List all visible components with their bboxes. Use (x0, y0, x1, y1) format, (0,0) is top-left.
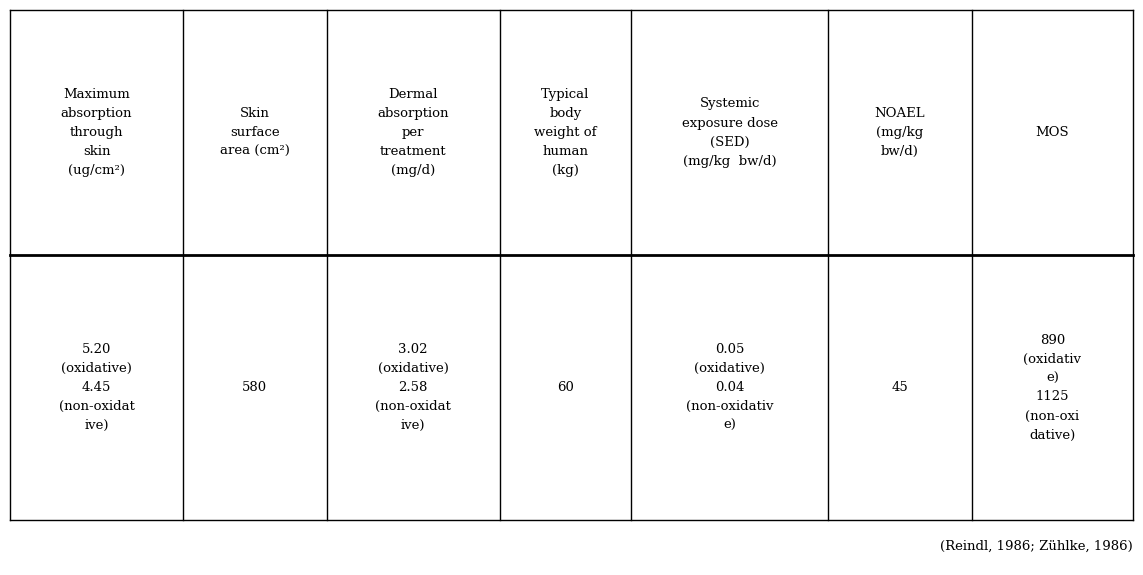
Text: 3.02
(oxidative)
2.58
(non-oxidat
ive): 3.02 (oxidative) 2.58 (non-oxidat ive) (375, 343, 451, 432)
Text: Maximum
absorption
through
skin
(ug/cm²): Maximum absorption through skin (ug/cm²) (61, 88, 133, 177)
Text: Dermal
absorption
per
treatment
(mg/d): Dermal absorption per treatment (mg/d) (377, 88, 449, 177)
Text: 5.20
(oxidative)
4.45
(non-oxidat
ive): 5.20 (oxidative) 4.45 (non-oxidat ive) (58, 343, 135, 432)
Text: MOS: MOS (1036, 126, 1069, 139)
Text: 60: 60 (557, 381, 574, 394)
Text: NOAEL
(mg/kg
bw/d): NOAEL (mg/kg bw/d) (874, 107, 926, 158)
Text: (Reindl, 1986; Zühlke, 1986): (Reindl, 1986; Zühlke, 1986) (941, 540, 1133, 553)
Text: 890
(oxidativ
e)
1125
(non-oxi
dative): 890 (oxidativ e) 1125 (non-oxi dative) (1023, 334, 1081, 442)
Text: Skin
surface
area (cm²): Skin surface area (cm²) (219, 107, 290, 158)
Text: 580: 580 (242, 381, 267, 394)
Text: 0.05
(oxidative)
0.04
(non-oxidativ
e): 0.05 (oxidative) 0.04 (non-oxidativ e) (686, 343, 774, 432)
Text: Systemic
exposure dose
(SED)
(mg/kg  bw/d): Systemic exposure dose (SED) (mg/kg bw/d… (681, 98, 777, 167)
Text: Typical
body
weight of
human
(kg): Typical body weight of human (kg) (534, 88, 597, 177)
Text: 45: 45 (892, 381, 909, 394)
